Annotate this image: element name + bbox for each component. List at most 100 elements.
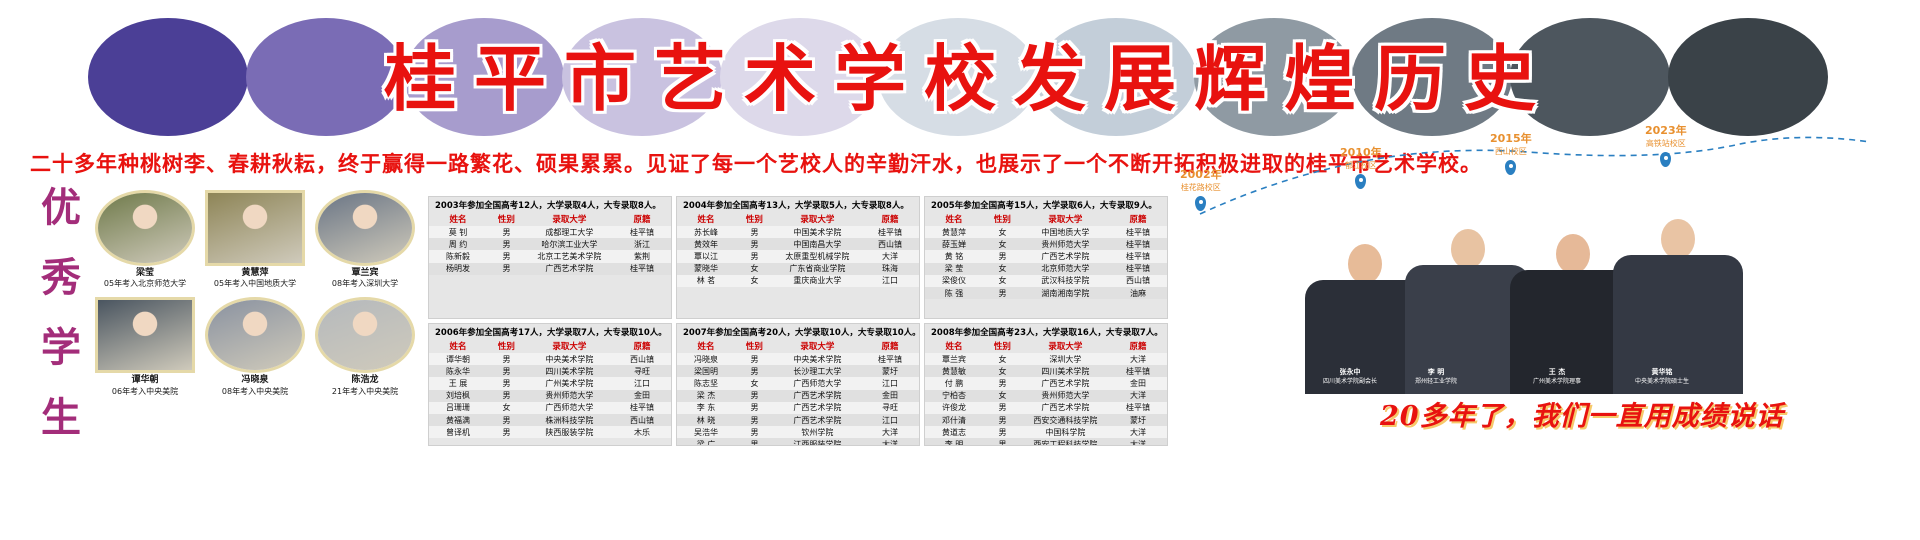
table-cell: 西山镇 [629, 415, 654, 425]
student-card: 覃兰宾 08年考入深圳大学 [315, 190, 415, 289]
table-cell: 广东省商业学院 [789, 264, 846, 274]
student-row: 梁莹 05年考入北京师范大学 黄慧萍 05年考入中国地质大学 覃兰宾 08年考入深圳大学 [95, 190, 420, 289]
student-card: 谭华朝 06年考入中央美院 [95, 297, 195, 396]
table-cell: 黄效年 [694, 239, 719, 249]
vertical-label-char-0: 优 [41, 185, 81, 231]
table-cell: 桂平镇 [1125, 264, 1150, 274]
table-row: 李 明 男 西安工程科技学院 大洋 [925, 438, 1167, 445]
table-cell: 男 [998, 251, 1007, 261]
table-cell: 桂平镇 [629, 403, 654, 413]
table-row: 陈永华 男 四川美术学院 寻旺 [429, 365, 671, 378]
timeline-node-2015年[interactable]: 2015年西山校区 [1490, 130, 1532, 175]
table-header-cell: 性别 [983, 212, 1022, 226]
alumni-badge-name: 王 杰 [1548, 368, 1566, 377]
table-row: 许俊龙 男 广西艺术学院 桂平镇 [925, 401, 1167, 414]
header-circle-0 [88, 18, 248, 136]
table-cell: 男 [502, 264, 511, 274]
table-cell: 贵州师范大学 [545, 391, 594, 401]
student-photo [315, 297, 415, 374]
admission-table: 2003年参加全国高考12人，大学录取4人，大专录取8人。 姓名 性别 录取大学 原籍莫… [428, 196, 672, 319]
table-cell: 谭华朝 [446, 354, 471, 364]
student-note: 08年考入深圳大学 [331, 279, 399, 289]
admission-table: 2004年参加全国高考13人，大学录取5人，大专录取8人。 姓名 性别 录取大学 原籍苏… [676, 196, 920, 319]
table-cell: 林 晓 [696, 415, 716, 425]
table-cell: 桂平镇 [1125, 251, 1150, 261]
table-cell: 西山镇 [877, 239, 902, 249]
alumni-group-photo: 张永中 四川美术学院副会长 李 明郑州轻工业学院 王 杰广州美术学院理事 黄华铭 中央美术… [1295, 194, 1855, 394]
table-cell: 黄 铭 [944, 251, 964, 261]
table-row: 李 东 男 广西艺术学院 寻旺 [677, 401, 919, 414]
alumni-badge-org: 四川美术学院副会长 [1323, 377, 1378, 385]
timeline-campus-label: 西山校区 [1494, 147, 1527, 156]
timeline-year: 2023年 [1645, 124, 1687, 137]
table-cell: 桂平镇 [1125, 227, 1150, 237]
table-row: 黄慧萍 女 中国地质大学 桂平镇 [925, 226, 1167, 239]
student-name: 谭华朝 [131, 375, 159, 386]
table-cell: 邓什清 [942, 415, 967, 425]
table-title: 2005年参加全国高考15人，大学录取6人，大专录取9人。 [931, 201, 1157, 211]
table-cell: 覃兰宾 [942, 354, 967, 364]
table-cell: 男 [750, 251, 759, 261]
student-caption: 黄慧萍 05年考入中国地质大学 [205, 268, 305, 289]
header-circle-decoration [88, 18, 1848, 136]
alumni-badge: 黄华铭 中央美术学院硕士生 [1635, 368, 1689, 386]
table-cell: 桂平镇 [629, 227, 654, 237]
table-cell: 蒙晓华 [694, 264, 719, 274]
table-cell: 梁 广 [696, 439, 716, 446]
table-cell: 黄福满 [446, 415, 471, 425]
table-header-cell: 原籍 [1108, 339, 1167, 353]
table-cell: 寻旺 [881, 403, 898, 413]
student-caption: 梁莹 05年考入北京师范大学 [95, 268, 195, 289]
table-cell: 男 [502, 227, 511, 237]
admission-table: 2008年参加全国高考23人，大学录取16人，大专录取7人。 姓名 性别 录取大学 原籍… [924, 323, 1168, 446]
timeline-node-2002年[interactable]: 2002年 桂花路校区 [1180, 166, 1222, 211]
table-cell: 广西师范大学 [545, 403, 594, 413]
timeline-node-2010年[interactable]: 2010年 郁江校区 [1340, 144, 1382, 189]
table-header-cell: 原籍 [612, 339, 671, 353]
header-circle-2 [404, 18, 564, 136]
table-header-row: 姓名 性别 录取大学 原籍 [677, 212, 919, 226]
map-pin-icon [1505, 160, 1517, 175]
table-cell: 男 [502, 427, 511, 437]
timeline-node-2023年[interactable]: 2023年 高铁站校区 [1645, 122, 1687, 167]
table-cell: 男 [750, 427, 759, 437]
table-cell: 冯晓泉 [694, 354, 719, 364]
table-cell: 金田 [633, 391, 650, 401]
table-cell: 广西师范大学 [793, 378, 842, 388]
map-pin-icon [1355, 174, 1367, 189]
timeline-campus-label: 桂花路校区 [1180, 183, 1221, 192]
table-row: 杨明发 男 广西艺术学院 桂平镇 [429, 262, 671, 275]
vertical-label-char-2: 学 [41, 325, 81, 371]
right-panel: 2002年 桂花路校区 2010年 郁江校区 2015年西山校区 2023年 高铁站校区 张… [1180, 122, 1920, 540]
table-cell: 周 约 [448, 239, 468, 249]
header-circle-7 [1194, 18, 1354, 136]
table-cell: 薛玉婵 [942, 239, 967, 249]
table-cell: 大洋 [1129, 427, 1146, 437]
vertical-label-char-1: 秀 [41, 255, 81, 301]
table-cell: 吴浩华 [694, 427, 719, 437]
table-cell: 贵州师范大学 [1041, 391, 1090, 401]
figure-head [1661, 219, 1695, 259]
student-caption: 冯晓泉 08年考入中央美院 [205, 375, 305, 396]
table-cell: 西安交通科技学院 [1033, 415, 1098, 425]
table-header-cell: 录取大学 [525, 212, 613, 226]
table-cell: 中央美术学院 [545, 354, 594, 364]
student-note: 06年考入中央美院 [111, 386, 179, 396]
table-row: 梁俊仪 女 武汉科技学院 西山镇 [925, 274, 1167, 287]
table-cell: 苏长峰 [694, 227, 719, 237]
table-cell: 女 [998, 276, 1007, 286]
figure-body [1405, 265, 1530, 394]
table-cell: 女 [998, 366, 1007, 376]
table-cell: 江口 [881, 276, 898, 286]
table-cell: 陈 强 [944, 288, 964, 298]
table-cell: 李 东 [696, 403, 716, 413]
table-header-cell: 录取大学 [1021, 212, 1109, 226]
student-caption: 覃兰宾 08年考入深圳大学 [315, 268, 415, 289]
timeline-year: 2015年 [1490, 132, 1532, 145]
alumni-badge-name: 黄华铭 [1651, 368, 1673, 377]
table-cell: 江西服装学院 [793, 439, 842, 446]
table-cell: 贵州师范大学 [1041, 239, 1090, 249]
table-cell: 浙江 [633, 239, 650, 249]
table-cell: 女 [502, 403, 511, 413]
table-cell: 王 展 [448, 378, 468, 388]
